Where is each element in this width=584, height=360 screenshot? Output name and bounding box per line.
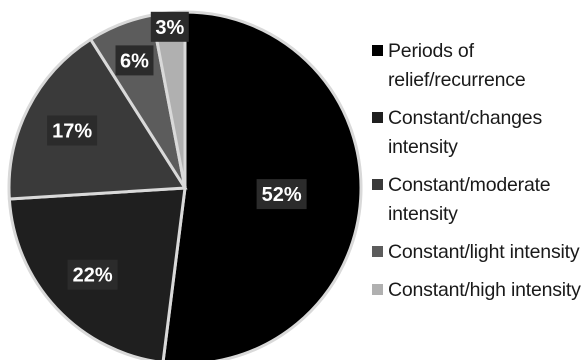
legend: Periods of relief/recurrence Constant/ch… xyxy=(371,37,583,314)
data-label-background xyxy=(115,45,154,76)
data-label-moderate-intensity: 17% xyxy=(47,115,98,146)
legend-label: Constant/changes intensity xyxy=(388,107,542,158)
pie-plot-area: 52% 22% 17% 6% 3% xyxy=(7,10,363,360)
legend-swatch xyxy=(372,179,383,190)
legend-label: Constant/light intensity xyxy=(388,241,580,263)
legend-swatch xyxy=(372,246,383,257)
data-label-background xyxy=(150,11,189,42)
legend-item-high-intensity: Constant/high intensity xyxy=(371,276,583,305)
pie-slices xyxy=(7,10,363,360)
data-label-background xyxy=(47,115,98,146)
data-label-light-intensity: 6% xyxy=(115,45,154,76)
legend-label: Constant/moderate intensity xyxy=(388,174,551,225)
legend-item-changes-intensity: Constant/changes intensity xyxy=(371,104,583,162)
legend-label: Constant/high intensity xyxy=(388,279,581,301)
data-label-background xyxy=(67,259,118,290)
legend-item-relief-recurrence: Periods of relief/recurrence xyxy=(371,37,583,95)
legend-swatch xyxy=(372,45,383,56)
pie-data-labels: 52% 22% 17% 6% 3% xyxy=(47,11,307,290)
legend-swatch xyxy=(372,112,383,123)
data-label-high-intensity: 3% xyxy=(150,11,189,42)
data-label-text: 6% xyxy=(120,50,149,72)
data-label-text: 52% xyxy=(262,184,302,206)
legend-item-light-intensity: Constant/light intensity xyxy=(371,238,583,267)
legend-label: Periods of relief/recurrence xyxy=(388,40,526,91)
data-label-changes-intensity: 22% xyxy=(67,259,118,290)
data-label-text: 17% xyxy=(52,121,92,143)
data-label-text: 22% xyxy=(73,265,113,287)
legend-item-moderate-intensity: Constant/moderate intensity xyxy=(371,171,583,229)
legend-swatch xyxy=(372,284,383,295)
data-label-background xyxy=(256,179,307,210)
data-label-text: 3% xyxy=(155,17,184,39)
data-label-relief-recurrence: 52% xyxy=(256,179,307,210)
